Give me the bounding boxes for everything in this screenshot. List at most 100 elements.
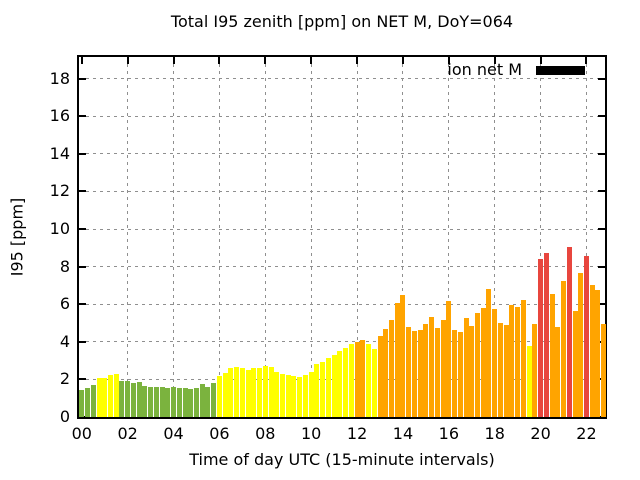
bar-05:15 bbox=[199, 384, 205, 417]
bar-05:00 bbox=[194, 387, 199, 417]
v-gridline bbox=[540, 57, 542, 417]
bar-08:15 bbox=[268, 367, 274, 417]
bar-03:15 bbox=[153, 386, 159, 417]
y-tick-mark-left bbox=[79, 190, 86, 193]
plot-area: ion net M bbox=[77, 55, 607, 419]
bar-05:30 bbox=[205, 386, 211, 417]
y-tick-mark-right bbox=[598, 228, 605, 230]
y-tick-label: 14 bbox=[49, 143, 70, 163]
bar-12:15 bbox=[360, 339, 366, 417]
legend-swatch-icon bbox=[536, 65, 585, 75]
bar-09:00 bbox=[285, 374, 291, 417]
bar-21:00 bbox=[561, 280, 567, 417]
x-tick-mark-top bbox=[126, 57, 129, 64]
h-gridline bbox=[79, 228, 605, 230]
h-gridline bbox=[79, 303, 605, 305]
bar-08:45 bbox=[280, 373, 286, 417]
h-gridline bbox=[79, 78, 605, 80]
bar-11:00 bbox=[331, 354, 337, 417]
x-tick-label: 14 bbox=[392, 424, 414, 443]
x-tick-mark-top bbox=[356, 57, 359, 64]
bar-00:00 bbox=[79, 389, 85, 417]
y-tick-mark-right bbox=[598, 77, 605, 80]
h-gridline bbox=[79, 153, 605, 155]
bar-17:30 bbox=[480, 307, 486, 417]
bar-11:30 bbox=[343, 348, 349, 417]
bar-14:30 bbox=[411, 330, 417, 417]
h-gridline bbox=[79, 115, 605, 117]
y-tick-mark-left bbox=[79, 228, 86, 230]
h-gridline bbox=[79, 266, 605, 268]
bar-16:45 bbox=[463, 318, 469, 417]
y-axis-label: I95 [ppm] bbox=[7, 197, 27, 277]
v-gridline bbox=[173, 57, 175, 417]
bar-01:45 bbox=[119, 381, 125, 417]
bar-21:30 bbox=[572, 310, 578, 417]
x-tick-mark-top bbox=[493, 57, 496, 64]
y-tick-mark-left bbox=[79, 77, 86, 80]
bar-15:15 bbox=[429, 317, 435, 417]
bar-11:15 bbox=[337, 351, 343, 417]
bar-15:45 bbox=[440, 320, 446, 417]
bar-01:00 bbox=[102, 377, 108, 417]
y-tick-label: 12 bbox=[49, 181, 70, 201]
x-tick-label: 22 bbox=[576, 424, 597, 443]
bar-16:15 bbox=[452, 329, 458, 417]
bar-07:00 bbox=[239, 368, 245, 417]
bar-10:00 bbox=[308, 371, 314, 417]
y-tick-mark-right bbox=[598, 152, 605, 155]
bar-17:15 bbox=[475, 312, 480, 417]
x-tick-mark-top bbox=[401, 57, 404, 64]
y-tick-label: 18 bbox=[49, 68, 70, 88]
x-tick-label: 20 bbox=[530, 424, 551, 443]
y-tick-mark-left bbox=[79, 152, 86, 155]
y-tick-label: 2 bbox=[59, 369, 70, 389]
v-gridline bbox=[494, 57, 496, 417]
bar-12:45 bbox=[371, 349, 377, 417]
legend-series-label: ion net M bbox=[447, 60, 522, 79]
bar-13:00 bbox=[377, 336, 383, 417]
bar-06:30 bbox=[228, 368, 234, 417]
bar-07:15 bbox=[245, 370, 251, 417]
bar-04:30 bbox=[182, 387, 188, 417]
bar-07:30 bbox=[251, 368, 257, 417]
x-tick-mark-top bbox=[447, 57, 450, 64]
y-tick-mark-left bbox=[79, 115, 86, 118]
bar-07:45 bbox=[257, 368, 263, 417]
y-tick-mark-right bbox=[598, 416, 605, 418]
bar-00:15 bbox=[85, 387, 91, 417]
v-gridline bbox=[585, 57, 587, 417]
x-tick-label: 16 bbox=[438, 424, 459, 443]
bar-00:45 bbox=[96, 378, 102, 417]
bar-20:45 bbox=[555, 326, 561, 417]
bar-19:45 bbox=[532, 323, 538, 417]
y-tick-label: 16 bbox=[49, 106, 70, 126]
bar-01:30 bbox=[113, 373, 119, 417]
bar-04:00 bbox=[171, 386, 177, 417]
bar-21:45 bbox=[578, 273, 584, 417]
x-tick-mark-top bbox=[585, 57, 588, 64]
y-tick-mark-right bbox=[598, 303, 605, 306]
h-gridline bbox=[79, 341, 605, 343]
bar-19:15 bbox=[520, 299, 526, 417]
bar-13:15 bbox=[383, 328, 389, 417]
bar-03:00 bbox=[148, 386, 154, 417]
chart-title: Total I95 zenith [ppm] on NET M, DoY=064 bbox=[170, 12, 514, 31]
x-tick-label: 18 bbox=[484, 424, 505, 443]
bar-10:45 bbox=[325, 357, 331, 417]
bar-02:45 bbox=[142, 385, 148, 417]
bar-06:00 bbox=[216, 375, 222, 417]
bar-03:45 bbox=[165, 387, 171, 417]
v-gridline bbox=[448, 57, 450, 417]
bar-04:15 bbox=[176, 387, 182, 417]
x-tick-label: 00 bbox=[71, 424, 92, 443]
bar-09:45 bbox=[302, 374, 308, 417]
bar-12:00 bbox=[354, 341, 360, 417]
y-tick-mark-right bbox=[598, 265, 605, 268]
y-tick-mark-right bbox=[598, 190, 605, 193]
bar-19:30 bbox=[526, 345, 532, 417]
bar-05:45 bbox=[211, 383, 217, 417]
bar-20:15 bbox=[543, 252, 549, 417]
x-tick-mark-top bbox=[539, 57, 542, 64]
